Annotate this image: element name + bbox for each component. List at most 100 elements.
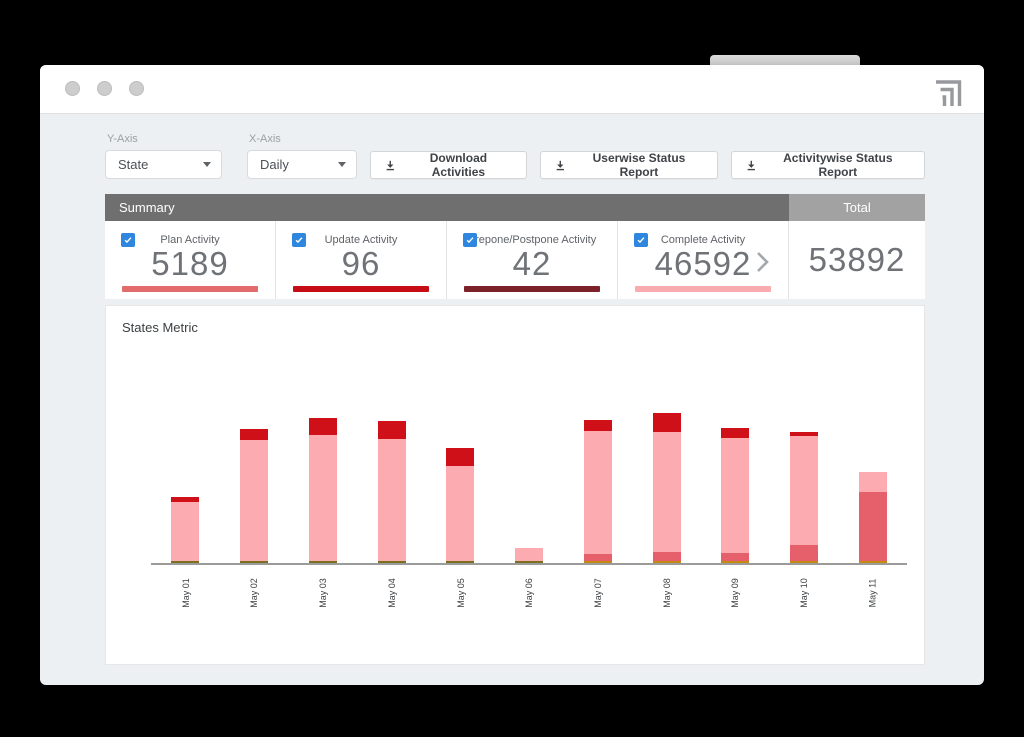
y-axis-select[interactable]: State: [105, 150, 222, 179]
bars: [151, 338, 907, 563]
app-logo-icon: [930, 71, 966, 116]
app-window: Y-Axis State X-Axis Daily Download Activ…: [40, 65, 984, 685]
bar-segment-amber: [652, 561, 681, 563]
metric-value: 42: [512, 245, 552, 282]
bar-segment-red: [721, 428, 750, 438]
prepone-postpone-checkbox[interactable]: [463, 233, 477, 247]
bar-segment-pink: [446, 466, 475, 561]
bar-segment-olive: [240, 561, 269, 563]
x-axis-label: May 11: [867, 578, 878, 608]
x-axis-labels: May 01 May 02 May 03 May 04 May 05 May 06 May …: [151, 569, 907, 617]
userwise-status-report-label: Userwise Status Report: [592, 151, 686, 179]
bar-column[interactable]: [151, 338, 220, 563]
bar-segment-olive: [515, 561, 544, 563]
activitywise-status-report-button[interactable]: Activitywise Status Report: [731, 151, 925, 179]
plan-activity-checkbox[interactable]: [121, 233, 135, 247]
check-icon: [295, 237, 303, 244]
bar-column[interactable]: [701, 338, 770, 563]
bar-segment-rose: [721, 553, 750, 561]
x-axis-label-cell: May 07: [563, 569, 632, 617]
window-controls: [65, 81, 144, 96]
metric-card-plan-activity: Plan Activity 5189: [105, 221, 276, 299]
caret-down-icon: [338, 162, 346, 167]
x-axis-label-cell: May 11: [838, 569, 907, 617]
x-axis-label: May 02: [249, 578, 260, 608]
x-axis-label: May 04: [386, 578, 397, 608]
bar-column[interactable]: [288, 338, 357, 563]
bar-column[interactable]: [770, 338, 839, 563]
x-axis-label-cell: May 09: [701, 569, 770, 617]
bar-column[interactable]: [220, 338, 289, 563]
bar-segment-olive: [446, 561, 475, 563]
window-titlebar: [40, 65, 984, 114]
check-icon: [124, 237, 132, 244]
y-axis-value: State: [118, 157, 149, 172]
x-axis-label-cell: May 10: [770, 569, 839, 617]
chevron-right-icon[interactable]: [751, 247, 773, 282]
x-axis-field: X-Axis Daily: [247, 133, 357, 179]
x-axis-label-cell: May 04: [357, 569, 426, 617]
download-icon: [386, 160, 394, 170]
bar-segment-pink: [515, 548, 544, 561]
x-axis-label: May 05: [455, 578, 466, 608]
bar-segment-red: [240, 429, 269, 440]
window-control-icon[interactable]: [65, 81, 80, 96]
caret-down-icon: [203, 162, 211, 167]
bar-segment-pink: [583, 431, 612, 554]
download-icon: [747, 160, 756, 170]
bar-segment-pink: [721, 438, 750, 553]
bar-segment-red: [652, 413, 681, 432]
bar-segment-olive: [171, 561, 200, 563]
x-axis-label-cell: May 05: [426, 569, 495, 617]
bar-column[interactable]: [563, 338, 632, 563]
metric-label: Update Activity: [324, 234, 398, 246]
x-axis-label: X-Axis: [249, 133, 281, 145]
bar-segment-red: [171, 497, 200, 502]
update-activity-checkbox[interactable]: [292, 233, 306, 247]
chart-title: States Metric: [122, 320, 198, 335]
summary-header-title: Summary: [105, 194, 789, 221]
check-icon: [637, 237, 645, 244]
bar-column[interactable]: [357, 338, 426, 563]
bar-segment-pink: [652, 432, 681, 552]
states-metric-chart-card: States Metric May 01 May 02 May 03 May 04 Ma…: [105, 305, 925, 665]
total-card: 53892: [789, 221, 925, 299]
window-control-icon[interactable]: [129, 81, 144, 96]
x-axis-label: May 08: [661, 578, 672, 608]
bar-column[interactable]: [495, 338, 564, 563]
bar-column[interactable]: [426, 338, 495, 563]
total-header-title: Total: [789, 194, 925, 221]
x-axis-label-cell: May 06: [495, 569, 564, 617]
metric-value: 96: [341, 245, 381, 282]
x-axis-label: May 07: [592, 578, 603, 608]
download-icon: [556, 160, 565, 170]
bar-segment-red: [308, 418, 337, 435]
window-control-icon[interactable]: [97, 81, 112, 96]
metric-label: Complete Activity: [660, 234, 746, 246]
metric-card-prepone-postpone-activity: Prepone/Postpone Activity 42: [447, 221, 618, 299]
complete-activity-checkbox[interactable]: [634, 233, 648, 247]
bar-segment-rose: [789, 545, 818, 561]
x-axis-select[interactable]: Daily: [247, 150, 357, 179]
bar-column[interactable]: [838, 338, 907, 563]
bar-segment-pink: [308, 435, 337, 561]
x-axis-value: Daily: [260, 157, 289, 172]
chart-plot: May 01 May 02 May 03 May 04 May 05 May 06 May …: [151, 338, 907, 617]
x-axis-label: May 01: [180, 578, 191, 608]
y-axis-label: Y-Axis: [107, 133, 138, 145]
bar-segment-pink: [377, 439, 406, 561]
bar-segment-rose: [583, 554, 612, 561]
x-axis-label-cell: May 03: [288, 569, 357, 617]
bar-column[interactable]: [632, 338, 701, 563]
bar-segment-pink: [858, 472, 887, 492]
filter-toolbar: Y-Axis State X-Axis Daily Download Activ…: [105, 133, 925, 179]
userwise-status-report-button[interactable]: Userwise Status Report: [540, 151, 719, 179]
bar-segment-red: [377, 421, 406, 439]
bar-segment-olive: [308, 561, 337, 563]
bar-segment-amber: [789, 561, 818, 563]
download-activities-button[interactable]: Download Activities: [370, 151, 528, 179]
bar-segment-pink: [789, 436, 818, 545]
summary-cards-row: Plan Activity 5189 Update Activity 96 Pr…: [105, 221, 925, 299]
x-axis-label: May 10: [798, 578, 809, 608]
metric-underline: [122, 286, 258, 292]
